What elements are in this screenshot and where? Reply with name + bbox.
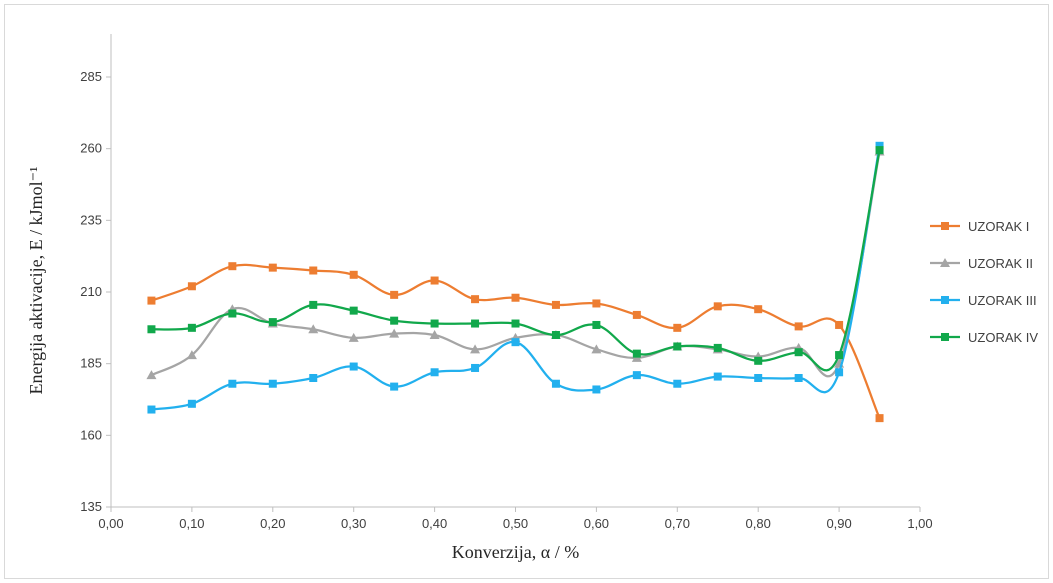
data-point-uzorak-i xyxy=(875,414,884,423)
data-point-uzorak-i xyxy=(713,302,722,311)
data-point-uzorak-i xyxy=(632,310,641,319)
x-tick-label: 0,90 xyxy=(826,516,851,531)
data-point-uzorak-i xyxy=(754,305,763,314)
data-point-uzorak-i xyxy=(430,276,439,285)
data-point-uzorak-iv xyxy=(673,342,682,351)
data-point-uzorak-iv xyxy=(632,349,641,358)
data-point-uzorak-iv xyxy=(754,356,763,365)
data-point-uzorak-iv xyxy=(875,146,884,155)
data-point-uzorak-ii xyxy=(348,332,359,342)
data-point-uzorak-i xyxy=(309,266,318,275)
legend-label-uzorak-iii: UZORAK III xyxy=(968,293,1037,308)
legend-label-uzorak-i: UZORAK I xyxy=(968,219,1029,234)
data-point-uzorak-iii xyxy=(268,379,277,388)
data-point-uzorak-iv xyxy=(713,343,722,352)
data-point-uzorak-iii xyxy=(228,379,237,388)
legend-marker-uzorak-ii xyxy=(940,258,950,267)
y-tick-label: 160 xyxy=(80,427,102,442)
data-point-uzorak-iv xyxy=(592,320,601,329)
data-point-uzorak-i xyxy=(147,296,156,305)
x-tick-label: 0,80 xyxy=(746,516,771,531)
data-point-uzorak-iv xyxy=(471,319,480,328)
data-point-uzorak-iv xyxy=(390,316,399,325)
y-tick-label: 235 xyxy=(80,212,102,227)
data-point-uzorak-iii xyxy=(147,405,156,414)
y-tick-label: 260 xyxy=(80,141,102,156)
data-point-uzorak-i xyxy=(228,262,237,271)
data-point-uzorak-iv xyxy=(349,306,358,315)
x-tick-label: 0,20 xyxy=(260,516,285,531)
legend-label-uzorak-ii: UZORAK II xyxy=(968,256,1033,271)
x-axis-title: Konverzija, α / % xyxy=(452,542,579,562)
y-axis-title: Energija aktivacije, E / kJmol⁻¹ xyxy=(26,166,46,394)
data-point-uzorak-i xyxy=(551,300,560,309)
x-tick-label: 0,00 xyxy=(98,516,123,531)
data-point-uzorak-iii xyxy=(713,372,722,381)
legend-marker-uzorak-i xyxy=(941,222,949,230)
data-point-uzorak-iv xyxy=(187,323,196,332)
data-point-uzorak-ii xyxy=(389,328,400,338)
data-point-uzorak-iii xyxy=(673,379,682,388)
data-point-uzorak-iii xyxy=(187,399,196,408)
data-point-uzorak-iii xyxy=(592,385,601,394)
data-point-uzorak-iii xyxy=(632,371,641,380)
series-line-uzorak-iii xyxy=(151,145,881,411)
x-tick-label: 0,10 xyxy=(179,516,204,531)
data-point-uzorak-iv xyxy=(551,331,560,339)
data-point-uzorak-iv xyxy=(268,318,277,327)
data-point-uzorak-iii xyxy=(551,379,560,388)
x-tick-label: 1,00 xyxy=(907,516,932,531)
data-point-uzorak-iv xyxy=(511,319,520,328)
data-point-uzorak-ii xyxy=(429,330,440,339)
data-point-uzorak-iii xyxy=(835,368,844,377)
y-tick-label: 185 xyxy=(80,356,102,371)
data-point-uzorak-ii xyxy=(186,350,197,360)
data-point-uzorak-ii xyxy=(308,324,319,334)
data-point-uzorak-i xyxy=(268,263,277,272)
data-point-uzorak-iv xyxy=(147,325,156,334)
data-point-uzorak-iv xyxy=(794,348,803,357)
data-point-uzorak-iii xyxy=(754,374,763,382)
data-point-uzorak-i xyxy=(511,293,520,302)
x-tick-label: 0,50 xyxy=(503,516,528,531)
chart-frame: 135 160 185 210 235 260 285 0,00 0,10 0,20 0,30 0,4… xyxy=(4,4,1049,579)
data-point-uzorak-i xyxy=(349,270,358,279)
data-point-uzorak-iii xyxy=(794,374,803,382)
data-point-uzorak-i xyxy=(673,323,682,332)
data-point-uzorak-iv xyxy=(309,300,318,309)
data-point-uzorak-iv xyxy=(228,309,237,318)
data-point-uzorak-ii xyxy=(146,370,157,380)
x-tick-label: 0,30 xyxy=(341,516,366,531)
data-point-uzorak-i xyxy=(187,282,196,291)
data-point-uzorak-iii xyxy=(875,141,884,150)
y-tick-label: 135 xyxy=(80,499,102,514)
y-tick-label: 210 xyxy=(80,284,102,299)
data-point-uzorak-iii xyxy=(430,368,439,377)
y-tick-label: 285 xyxy=(80,69,102,84)
data-point-uzorak-ii xyxy=(591,344,602,354)
x-tick-label: 0,60 xyxy=(584,516,609,531)
legend-label-uzorak-iv: UZORAK IV xyxy=(968,330,1038,345)
data-point-uzorak-iii xyxy=(349,362,358,371)
line-chart: 135 160 185 210 235 260 285 0,00 0,10 0,20 0,30 0,4… xyxy=(26,34,1038,562)
legend-marker-uzorak-iv xyxy=(941,333,949,341)
data-point-uzorak-iii xyxy=(309,374,318,382)
x-tick-label: 0,70 xyxy=(665,516,690,531)
data-point-uzorak-iii xyxy=(511,338,520,347)
data-point-uzorak-iii xyxy=(390,382,399,391)
data-point-uzorak-i xyxy=(390,290,399,299)
data-point-uzorak-iv xyxy=(430,319,439,328)
data-point-uzorak-i xyxy=(835,320,844,329)
data-point-uzorak-ii xyxy=(470,344,481,354)
data-point-uzorak-iv xyxy=(835,351,844,360)
data-point-uzorak-i xyxy=(592,299,601,308)
legend-marker-uzorak-iii xyxy=(941,296,949,304)
data-point-uzorak-i xyxy=(471,295,480,304)
data-point-uzorak-i xyxy=(794,322,803,331)
x-tick-label: 0,40 xyxy=(422,516,447,531)
data-point-uzorak-iii xyxy=(471,363,480,372)
